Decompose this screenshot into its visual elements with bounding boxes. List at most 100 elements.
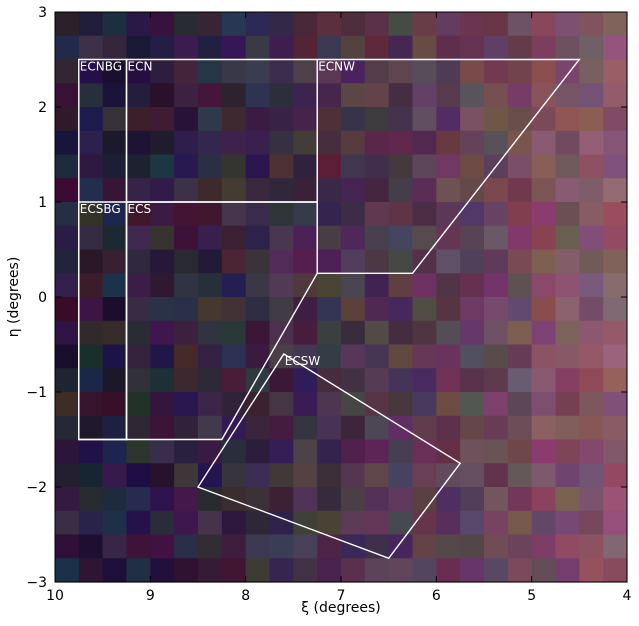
heatmap-cell: [55, 415, 80, 441]
heatmap-cell: [55, 249, 80, 274]
y-tick-label: 2: [38, 100, 47, 116]
heatmap-cell: [221, 273, 247, 298]
heatmap-cell: [603, 83, 628, 108]
heatmap-cell: [436, 415, 461, 441]
heatmap-cell: [555, 487, 580, 512]
heatmap-cell: [78, 392, 104, 417]
heatmap-cell: [484, 415, 509, 441]
heatmap-cell: [317, 59, 342, 84]
x-tick-label: 5: [527, 588, 536, 604]
heatmap-cell: [174, 225, 199, 251]
heatmap-cell: [388, 463, 414, 488]
heatmap-cell: [531, 35, 557, 61]
heatmap-cell: [484, 273, 509, 298]
heatmap-cell: [341, 130, 366, 156]
heatmap-cell: [221, 83, 247, 108]
heatmap-cell: [555, 35, 580, 61]
heatmap-cell: [126, 35, 151, 61]
heatmap-cell: [269, 392, 294, 417]
heatmap-cell: [531, 392, 557, 417]
heatmap-cell: [460, 320, 485, 346]
heatmap-cell: [388, 154, 414, 179]
heatmap-cell: [269, 35, 294, 61]
heatmap-cell: [460, 130, 485, 156]
heatmap-cell: [126, 249, 151, 274]
heatmap-cell: [55, 439, 80, 464]
heatmap-cell: [436, 107, 461, 132]
heatmap-cell: [269, 178, 294, 203]
heatmap-cell: [388, 178, 414, 203]
heatmap-cell: [78, 12, 104, 37]
heatmap-cell: [507, 154, 533, 179]
heatmap-cell: [364, 273, 390, 298]
heatmap-cell: [531, 463, 557, 488]
heatmap-cell: [531, 107, 557, 132]
heatmap-cell: [388, 368, 414, 393]
heatmap-cell: [341, 415, 366, 441]
heatmap-cell: [412, 297, 437, 322]
heatmap-cell: [174, 249, 199, 274]
heatmap-cell: [579, 297, 604, 322]
heatmap-cell: [555, 83, 580, 108]
heatmap-cell: [460, 12, 485, 37]
x-tick-label: 6: [432, 588, 441, 604]
heatmap-cell: [78, 439, 104, 464]
heatmap-cell: [174, 344, 199, 369]
heatmap-cell: [55, 392, 80, 417]
heatmap-cell: [102, 297, 128, 322]
x-tick-label: 9: [146, 588, 155, 604]
heatmap-cell: [603, 35, 628, 61]
heatmap-cell: [412, 534, 437, 559]
heatmap-cell: [579, 35, 604, 61]
heatmap-cell: [102, 368, 128, 393]
heatmap-cell: [78, 510, 104, 536]
heatmap-cell: [317, 463, 342, 488]
heatmap-cell: [555, 415, 580, 441]
heatmap-cell: [293, 35, 318, 61]
heatmap-cell: [198, 59, 223, 84]
heatmap-cell: [341, 344, 366, 369]
heatmap-cell: [460, 273, 485, 298]
heatmap-cell: [531, 249, 557, 274]
heatmap-cell: [126, 154, 151, 179]
heatmap-cell: [555, 202, 580, 227]
heatmap-cell: [507, 297, 533, 322]
heatmap-cell: [507, 415, 533, 441]
heatmap-cell: [531, 154, 557, 179]
heatmap-cell: [460, 534, 485, 559]
x-tick-label: 7: [337, 588, 346, 604]
heatmap-cell: [507, 273, 533, 298]
heatmap-cell: [364, 12, 390, 37]
heatmap-cell: [603, 178, 628, 203]
heatmap-cell: [484, 487, 509, 512]
heatmap-cell: [341, 558, 366, 583]
heatmap-cell: [150, 130, 175, 156]
heatmap-cell: [555, 534, 580, 559]
heatmap-cell: [388, 225, 414, 251]
field-label-ecn: ECN: [128, 60, 153, 74]
heatmap-cell: [221, 225, 247, 251]
heatmap-cell: [150, 439, 175, 464]
heatmap-cell: [174, 273, 199, 298]
heatmap-cell: [245, 439, 271, 464]
heatmap-cell: [78, 225, 104, 251]
heatmap-cell: [388, 107, 414, 132]
heatmap-cell: [460, 154, 485, 179]
heatmap-cell: [245, 297, 271, 322]
heatmap-cell: [198, 178, 223, 203]
heatmap-cell: [555, 392, 580, 417]
heatmap-cell: [388, 249, 414, 274]
heatmap-cell: [78, 35, 104, 61]
heatmap-cell: [484, 130, 509, 156]
heatmap-cell: [507, 344, 533, 369]
heatmap-cell: [55, 558, 80, 583]
field-outline-ecsw: [196, 353, 462, 560]
heatmap-cell: [55, 107, 80, 132]
heatmap-cell: [555, 178, 580, 203]
heatmap-cell: [412, 320, 437, 346]
heatmap-cell: [341, 12, 366, 37]
heatmap-cell: [364, 130, 390, 156]
heatmap-cell: [317, 202, 342, 227]
heatmap-cell: [555, 558, 580, 583]
heatmap-cell: [341, 178, 366, 203]
